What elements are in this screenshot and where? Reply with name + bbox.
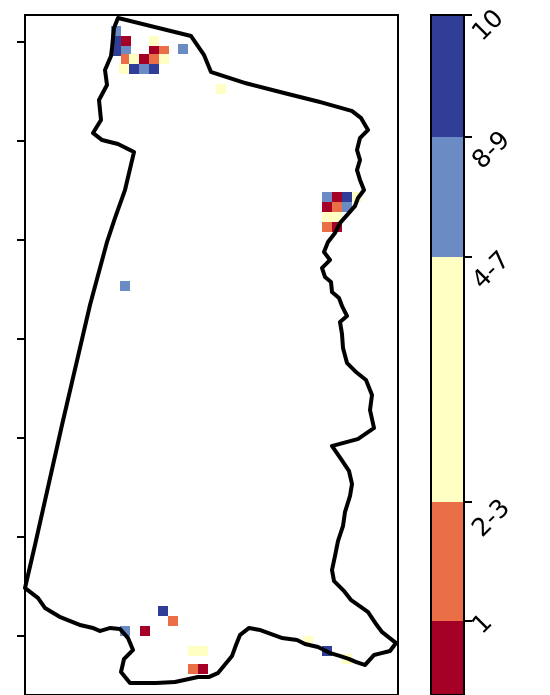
- grid-cell: [198, 646, 208, 656]
- grid-cell: [178, 44, 188, 54]
- grid-cell: [158, 606, 168, 616]
- grid-cell: [322, 192, 332, 202]
- colorbar-block: [431, 15, 464, 137]
- grid-cell: [119, 64, 129, 74]
- grid-cell: [129, 64, 139, 74]
- colorbar-frame: [430, 14, 465, 695]
- grid-cell: [139, 54, 149, 64]
- grid-cell: [121, 36, 131, 46]
- grid-cell: [140, 626, 150, 636]
- grid-cell: [322, 202, 332, 212]
- grid-cell: [342, 192, 352, 202]
- map-area: [25, 15, 398, 695]
- colorbar-block: [431, 621, 464, 695]
- grid-cell: [322, 222, 332, 232]
- grid-cell: [188, 646, 198, 656]
- grid-cell: [139, 64, 149, 74]
- map-frame: [24, 14, 399, 695]
- map-panel: [17, 14, 399, 695]
- grid-cell: [332, 192, 342, 202]
- colorbar-block: [431, 257, 464, 502]
- grid-cell: [121, 46, 131, 56]
- grid-cell: [322, 212, 332, 222]
- grid-cell: [149, 36, 159, 46]
- grid-cell: [303, 636, 313, 646]
- grid-cell: [111, 36, 121, 46]
- grid-cell: [120, 626, 130, 636]
- region-boundary: [23, 16, 398, 685]
- grid-cell: [111, 26, 121, 36]
- colorbar-block: [431, 137, 464, 257]
- grid-cell: [332, 212, 342, 222]
- grid-cell: [159, 46, 169, 56]
- grid-cell: [342, 202, 352, 212]
- grid-cell: [129, 54, 139, 64]
- grid-cell: [332, 202, 342, 212]
- colorbar: 12-34-78-910: [430, 3, 515, 695]
- grid-cell: [149, 64, 159, 74]
- grid-cell: [111, 46, 121, 56]
- grid-cell: [121, 54, 131, 64]
- grid-cell: [120, 281, 130, 291]
- colorbar-blocks: [431, 15, 464, 695]
- grid-cell: [188, 664, 198, 674]
- colorbar-ticks: [464, 14, 472, 622]
- grid-cell: [168, 616, 178, 626]
- grid-cell: [149, 46, 159, 56]
- grid-cell: [149, 54, 159, 64]
- map-y-axis-ticks: [17, 41, 25, 637]
- grid-cell: [216, 84, 226, 94]
- grid-cell: [159, 54, 169, 64]
- grid-cell: [198, 664, 208, 674]
- colorbar-block: [431, 502, 464, 621]
